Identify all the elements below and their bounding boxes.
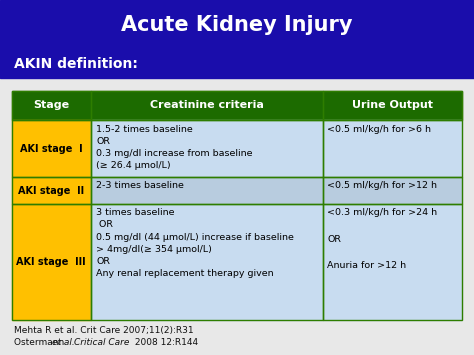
Bar [12,204,91,320]
Text: et al.: et al. [52,338,74,347]
Bar [91,204,322,320]
Text: 3 times baseline
 OR
0.5 mg/dl (44 μmol/L) increase if baseline
> 4mg/dl(≥ 354 μ: 3 times baseline OR 0.5 mg/dl (44 μmol/L… [96,208,294,278]
Bar [322,91,462,120]
Bar [322,120,462,177]
Bar [322,177,462,204]
Bar [91,120,322,177]
Text: Urine Output: Urine Output [352,100,433,110]
Bar [12,177,91,204]
Text: AKI stage  I: AKI stage I [20,144,82,154]
Text: 1.5-2 times baseline
OR
0.3 mg/dl increase from baseline
(≥ 26.4 μmol/L): 1.5-2 times baseline OR 0.3 mg/dl increa… [96,125,253,170]
Bar [91,177,322,204]
Text: <0.5 ml/kg/h for >12 h: <0.5 ml/kg/h for >12 h [327,181,438,190]
Bar [91,91,322,120]
Text: Critical Care: Critical Care [74,338,130,347]
Bar [91,91,322,120]
Text: AKIN definition:: AKIN definition: [14,57,138,71]
Text: <0.3 ml/kg/h for >24 h

OR

Anuria for >12 h: <0.3 ml/kg/h for >24 h OR Anuria for >12… [327,208,438,270]
Bar [91,177,322,204]
Bar [322,120,462,177]
Text: Creatinine criteria: Creatinine criteria [150,100,264,110]
Bar [322,91,462,120]
Bar [12,120,91,177]
Bar [322,204,462,320]
Text: AKI stage  II: AKI stage II [18,186,84,196]
Bar [12,91,91,120]
Bar [322,204,462,320]
Bar [91,204,322,320]
Bar [322,177,462,204]
Text: <0.5 ml/kg/h for >6 h: <0.5 ml/kg/h for >6 h [327,125,431,133]
Bar [0,0,474,78]
Text: 2008 12:R144: 2008 12:R144 [132,338,198,347]
Bar [12,91,91,120]
Bar [12,177,91,204]
Text: Acute Kidney Injury: Acute Kidney Injury [121,15,353,35]
Text: 2-3 times baseline: 2-3 times baseline [96,181,184,190]
Bar [91,120,322,177]
Text: Ostermann: Ostermann [14,338,67,347]
Bar [12,204,91,320]
Text: Stage: Stage [33,100,69,110]
Text: Mehta R et al. Crit Care 2007;11(2):R31: Mehta R et al. Crit Care 2007;11(2):R31 [14,326,194,335]
Text: AKI stage  III: AKI stage III [17,257,86,267]
Bar [12,120,91,177]
